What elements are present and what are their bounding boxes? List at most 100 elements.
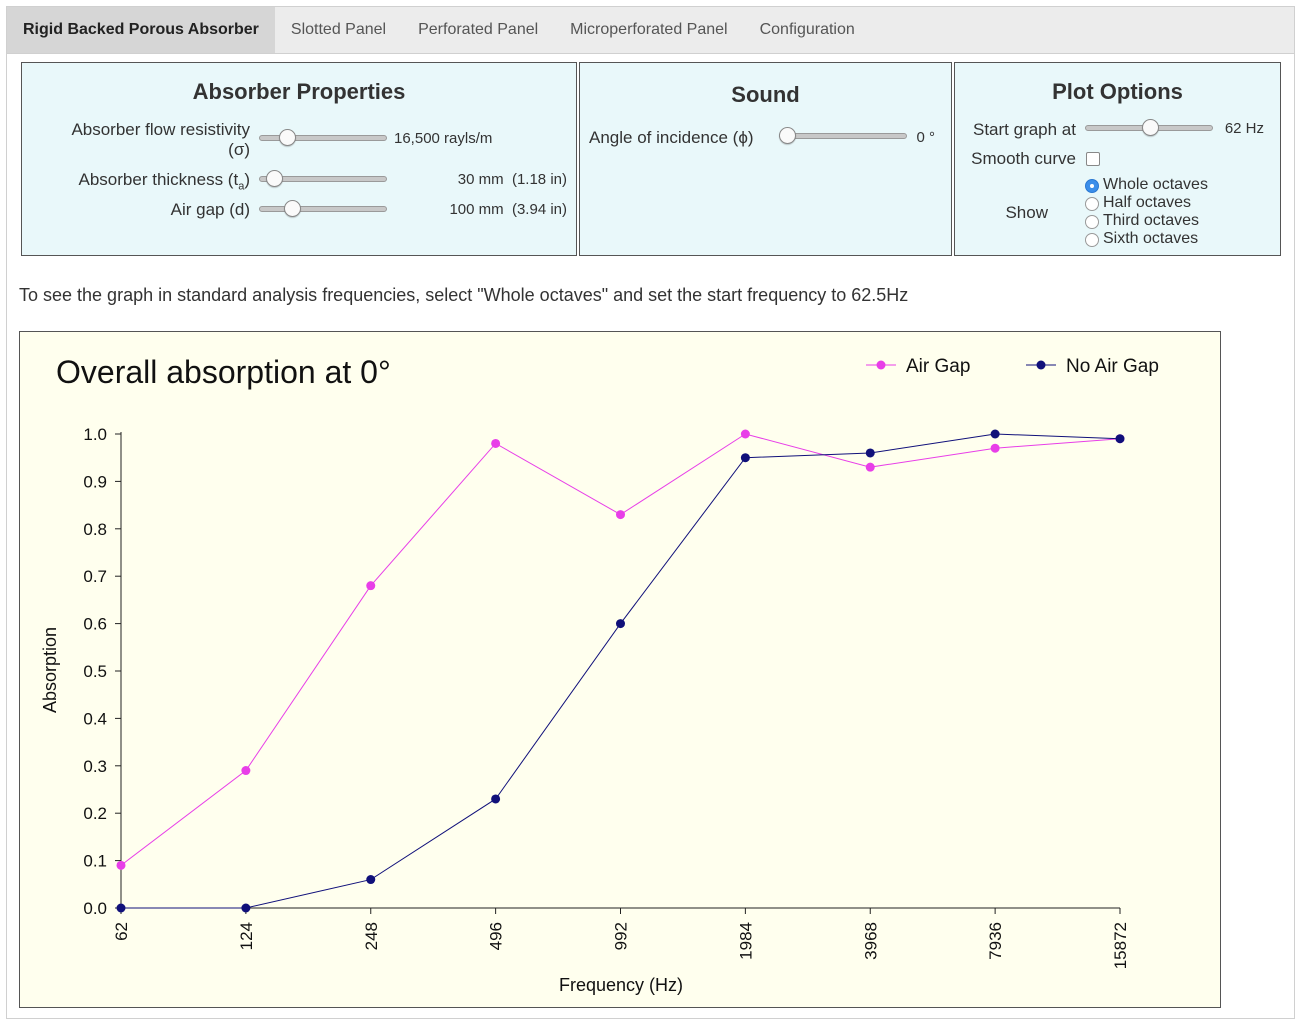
- data-point: [740, 429, 750, 439]
- x-tick-label: 992: [612, 922, 631, 950]
- data-point: [990, 443, 1000, 453]
- chart-axes: 0.0 0.1 0.2 0.3 0.4 0.5 0.6 0.7 0.8 0.9 1.0 62 124 24…: [83, 425, 1130, 969]
- angle-of-incidence-label: Angle of incidence (ϕ): [589, 128, 754, 147]
- slider-track: [779, 133, 907, 139]
- data-point: [865, 462, 875, 472]
- data-point: [865, 448, 875, 458]
- data-point: [116, 860, 126, 870]
- y-axis-label: Absorption: [40, 627, 60, 713]
- x-tick-label: 248: [362, 922, 381, 950]
- sixth-octaves-label: Sixth octaves: [1103, 230, 1199, 247]
- y-tick-label: 0.8: [83, 520, 107, 539]
- absorption-chart: Overall absorption at 0° Absorption Freq…: [19, 331, 1221, 1008]
- slider-track: [259, 206, 387, 212]
- absorber-properties-panel: Absorber Properties Absorber flow resist…: [21, 62, 577, 256]
- flow-resistivity-label: Absorber flow resistivity (σ): [71, 120, 250, 160]
- y-tick-label: 0.7: [83, 567, 107, 586]
- chart-title: Overall absorption at 0°: [56, 354, 391, 390]
- tab-configuration[interactable]: Configuration: [759, 21, 855, 38]
- data-point: [491, 438, 501, 448]
- x-tick-label: 3968: [861, 922, 880, 960]
- sound-title: Sound: [731, 82, 800, 107]
- air-gap-value: 100 mm (3.94 in): [449, 201, 567, 218]
- legend-marker: [876, 360, 886, 370]
- start-graph-label: Start graph at: [972, 120, 1076, 139]
- angle-of-incidence-value: 0 °: [916, 129, 935, 146]
- instruction-text: To see the graph in standard analysis fr…: [19, 285, 909, 305]
- y-tick-label: 0.1: [83, 852, 107, 871]
- tab-slotted-panel[interactable]: Slotted Panel: [290, 21, 387, 38]
- y-tick-label: 0.5: [83, 662, 107, 681]
- data-point: [116, 903, 126, 913]
- legend-label: Air Gap: [906, 356, 970, 377]
- data-point: [366, 875, 376, 885]
- x-axis-label: Frequency (Hz): [559, 975, 683, 995]
- chart-legend: Air Gap No Air Gap: [866, 356, 1159, 377]
- series-line: [120, 433, 1121, 866]
- tab-perforated-panel[interactable]: Perforated Panel: [418, 21, 539, 38]
- x-tick-label: 62: [112, 922, 131, 941]
- x-tick-label: 15872: [1111, 922, 1130, 969]
- y-tick-label: 0.3: [83, 757, 107, 776]
- y-tick-label: 0.2: [83, 804, 107, 823]
- third-octaves-radio[interactable]: [1085, 215, 1099, 229]
- sixth-octaves-radio[interactable]: [1085, 233, 1099, 247]
- legend-label: No Air Gap: [1066, 356, 1159, 377]
- data-point: [241, 766, 251, 776]
- absorber-properties-title: Absorber Properties: [192, 79, 406, 104]
- slider-thumb[interactable]: [279, 129, 297, 146]
- chart-svg: Overall absorption at 0° Absorption Freq…: [40, 354, 1159, 995]
- legend-marker: [1036, 360, 1046, 370]
- x-tick-label: 1984: [736, 922, 755, 960]
- y-tick-label: 0.6: [83, 615, 107, 634]
- show-label: Show: [1005, 203, 1048, 222]
- tab-bar: Rigid Backed Porous Absorber Slotted Pan…: [7, 7, 1294, 54]
- data-point: [990, 429, 1000, 439]
- x-tick-label: 124: [237, 922, 256, 950]
- slider-thumb[interactable]: [779, 127, 796, 144]
- plot-options-title: Plot Options: [1052, 79, 1183, 104]
- y-tick-label: 0.0: [83, 899, 107, 918]
- absorber-thickness-label-text: Absorber thickness (t: [78, 170, 239, 189]
- start-graph-slider[interactable]: [1085, 119, 1213, 136]
- series-line: [121, 433, 1121, 909]
- tab-rigid-backed-porous-absorber[interactable]: Rigid Backed Porous Absorber: [7, 7, 275, 53]
- smooth-curve-checkbox[interactable]: [1086, 152, 1100, 166]
- whole-octaves-radio[interactable]: [1085, 179, 1099, 193]
- data-point: [740, 453, 750, 463]
- absorber-thickness-slider[interactable]: [259, 170, 387, 187]
- angle-of-incidence-slider[interactable]: [779, 127, 907, 144]
- x-tick-label: 7936: [986, 922, 1005, 960]
- half-octaves-radio[interactable]: [1085, 197, 1099, 211]
- data-point: [491, 794, 501, 804]
- slider-thumb[interactable]: [1141, 119, 1159, 136]
- absorber-thickness-label: Absorber thickness (ta): [79, 170, 250, 192]
- sound-panel: Sound Angle of incidence (ϕ) 0 °: [579, 62, 952, 256]
- third-octaves-label: Third octaves: [1103, 212, 1200, 229]
- data-point: [241, 903, 251, 913]
- data-point: [366, 581, 376, 591]
- y-tick-label: 0.4: [83, 709, 107, 728]
- data-point: [616, 619, 625, 629]
- x-tick-label: 496: [487, 922, 506, 950]
- slider-track: [259, 176, 387, 182]
- tab-microperforated-panel[interactable]: Microperforated Panel: [570, 21, 728, 38]
- data-point: [616, 510, 625, 520]
- y-tick-label: 1.0: [83, 425, 107, 444]
- data-point: [1115, 434, 1125, 444]
- slider-thumb[interactable]: [265, 170, 283, 187]
- air-gap-slider[interactable]: [259, 200, 387, 217]
- air-gap-label: Air gap (d): [170, 200, 250, 219]
- slider-thumb[interactable]: [283, 200, 301, 217]
- start-graph-value: 62 Hz: [1224, 120, 1264, 137]
- slider-track: [259, 135, 387, 141]
- half-octaves-label: Half octaves: [1103, 194, 1192, 211]
- whole-octaves-label: Whole octaves: [1103, 176, 1208, 193]
- absorber-thickness-label-close: ): [244, 170, 250, 189]
- flow-resistivity-slider[interactable]: [259, 129, 387, 146]
- plot-options-panel: Plot Options Start graph at 62 Hz Smooth…: [954, 62, 1281, 256]
- flow-resistivity-label-line1: Absorber flow resistivity: [71, 120, 250, 139]
- absorber-thickness-subscript: a: [238, 180, 245, 193]
- y-tick-label: 0.9: [83, 472, 107, 491]
- smooth-curve-label: Smooth curve: [971, 149, 1076, 168]
